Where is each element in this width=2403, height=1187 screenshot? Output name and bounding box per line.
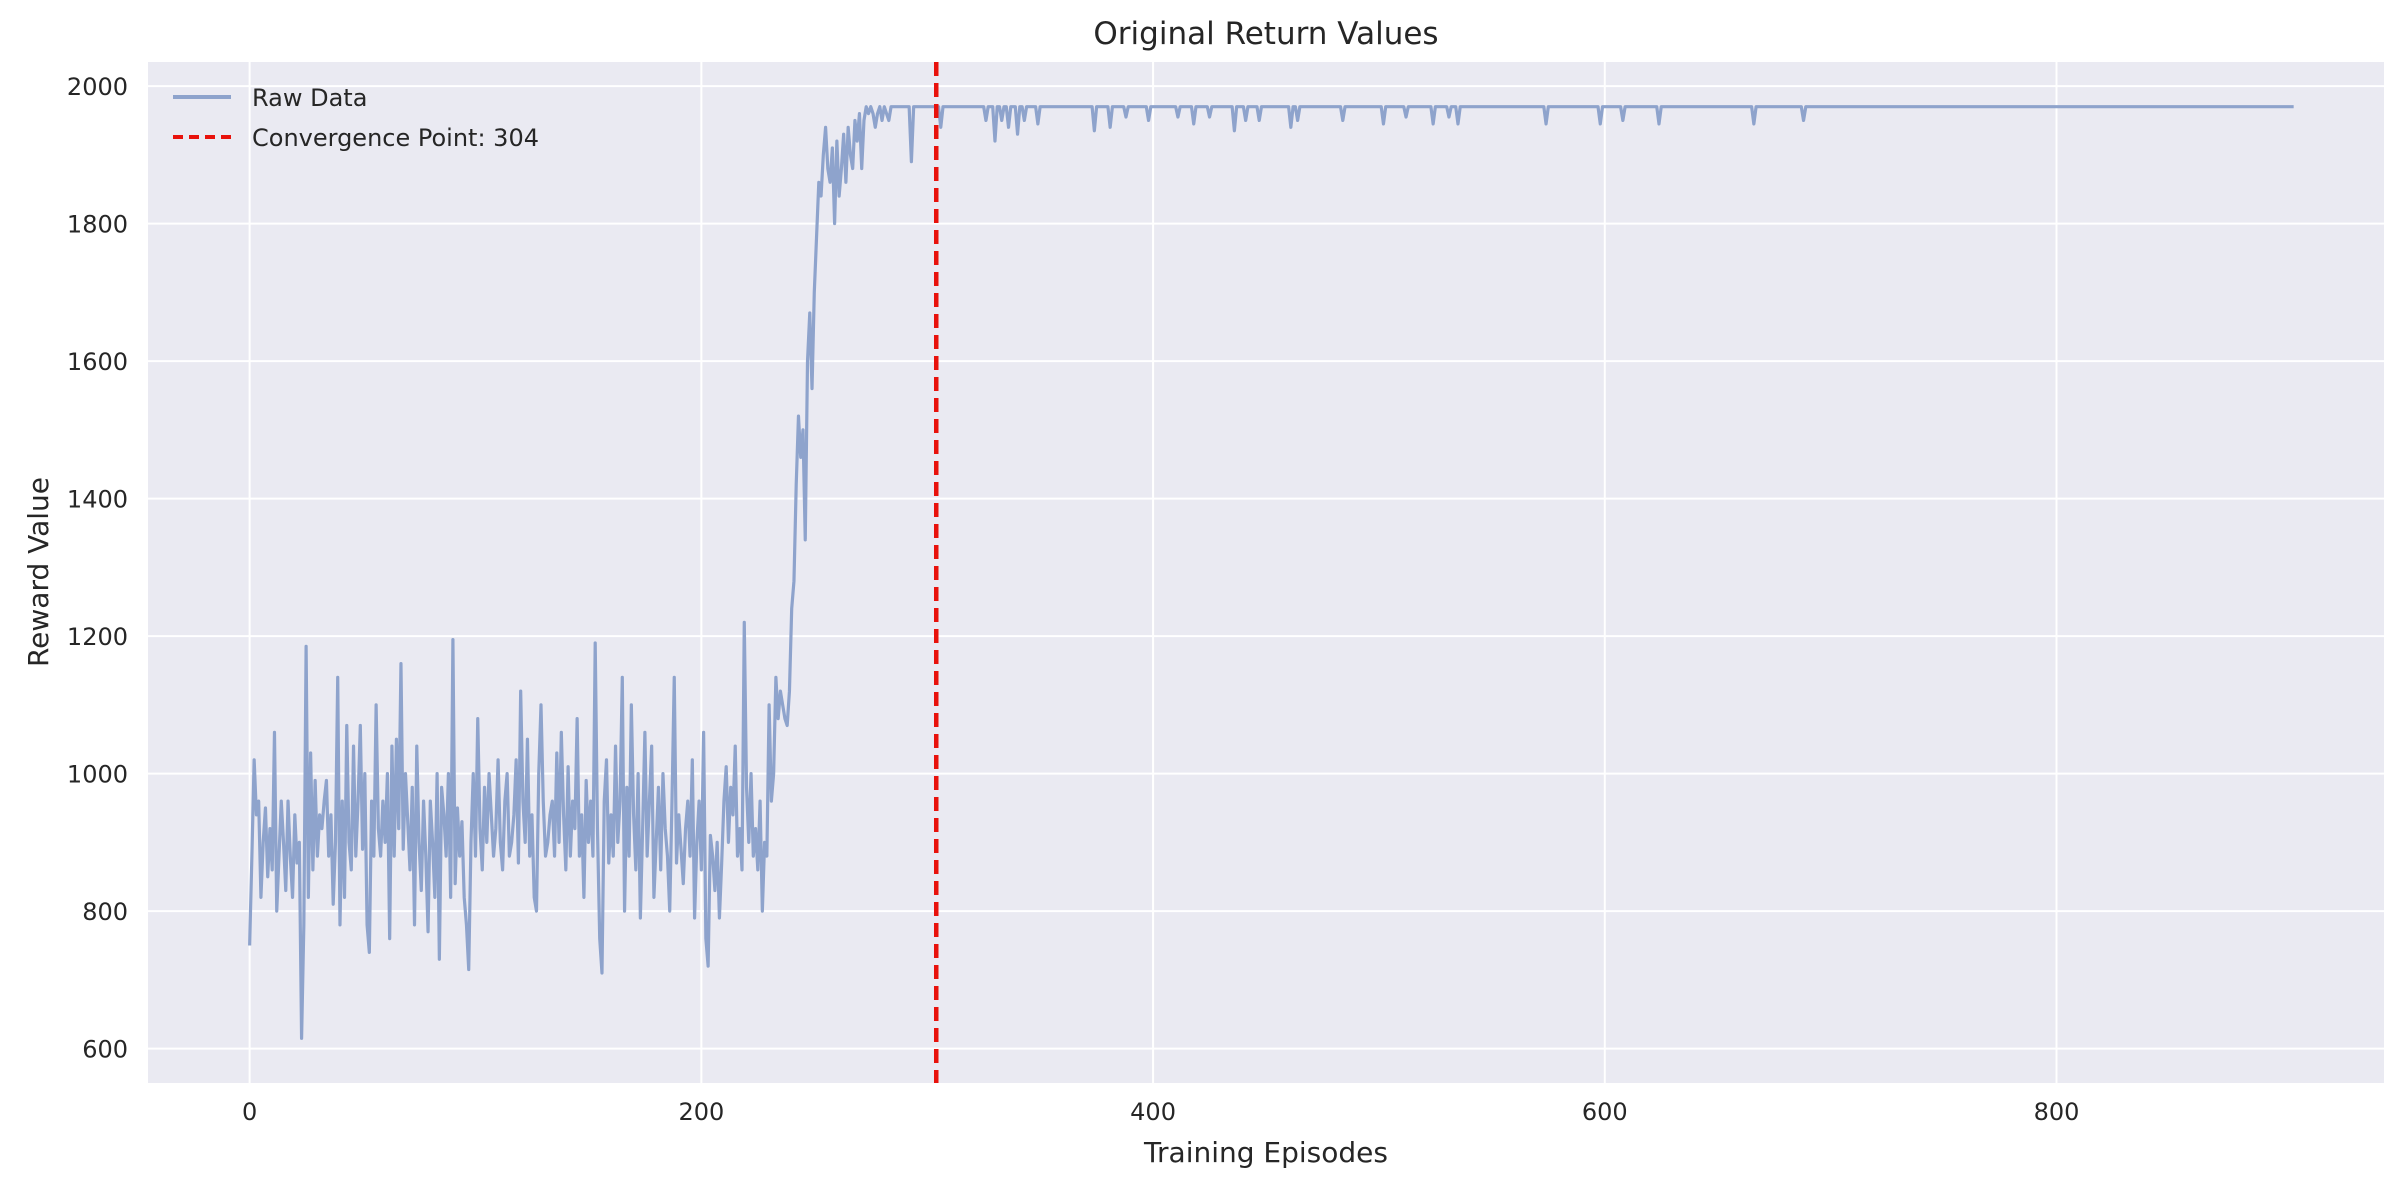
y-tick-label: 1800 [67,211,128,239]
y-tick-label: 600 [82,1036,128,1064]
series-line-raw-data [248,105,2294,1040]
x-tick-label: 800 [2034,1098,2080,1126]
y-axis: 600 800 1000 1200 1400 1600 1800 2000 [67,73,128,1064]
x-tick-label: 400 [1130,1098,1176,1126]
legend-convergence-label: Convergence Point: 304 [252,124,539,152]
y-tick-label: 1600 [67,348,128,376]
series-layer [248,62,2294,1083]
plot-area [148,62,2384,1083]
y-tick-label: 1400 [67,486,128,514]
y-axis-title: Reward Value [22,477,55,667]
y-tick-label: 800 [82,898,128,926]
legend: Raw Data Convergence Point: 304 [173,84,539,152]
legend-raw-data-label: Raw Data [252,84,367,112]
chart-title: Original Return Values [1093,16,1438,52]
x-tick-label: 0 [242,1098,257,1126]
x-tick-label: 200 [678,1098,724,1126]
y-tick-label: 2000 [67,73,128,101]
y-tick-label: 1000 [67,761,128,789]
x-axis-title: Training Episodes [1143,1136,1388,1169]
x-tick-label: 600 [1582,1098,1628,1126]
y-tick-label: 1200 [67,623,128,651]
x-axis: 0 200 400 600 800 [242,1098,2079,1126]
